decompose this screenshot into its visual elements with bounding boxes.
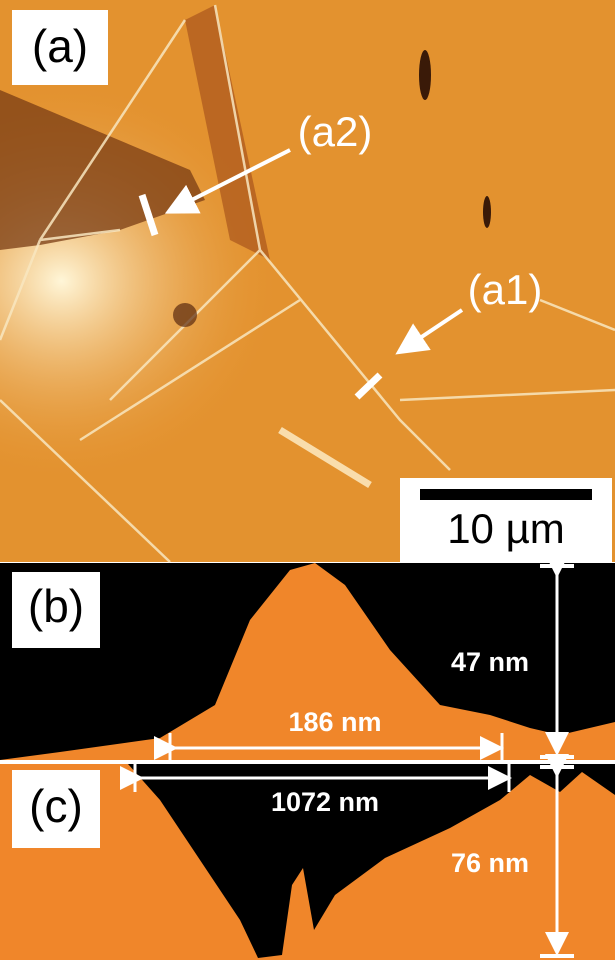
width-label: 186 nm [288, 707, 381, 737]
marker-label: (a2) [298, 108, 373, 155]
figure: (a) (a2) (a1) 10 µm (b) 186 nm 47 nm (c)… [0, 0, 615, 960]
height-label: 76 nm [451, 848, 529, 878]
height-label: 47 nm [451, 647, 529, 677]
afm-image: (a) (a2) (a1) 10 µm [0, 0, 615, 562]
marker-label: (a1) [468, 266, 543, 313]
panel-label: (a) [32, 20, 88, 72]
profile-b: (b) 186 nm 47 nm [0, 563, 615, 762]
panel-label: (b) [28, 580, 84, 632]
scale-bar [420, 489, 592, 500]
profile-c: (c) 1072 nm 76 nm [0, 764, 615, 960]
page: (a) (a2) (a1) 10 µm (b) 186 nm 47 nm (c)… [0, 0, 615, 960]
width-label: 1072 nm [271, 787, 379, 817]
panel-label: (c) [29, 780, 83, 832]
scale-label: 10 µm [447, 505, 565, 552]
